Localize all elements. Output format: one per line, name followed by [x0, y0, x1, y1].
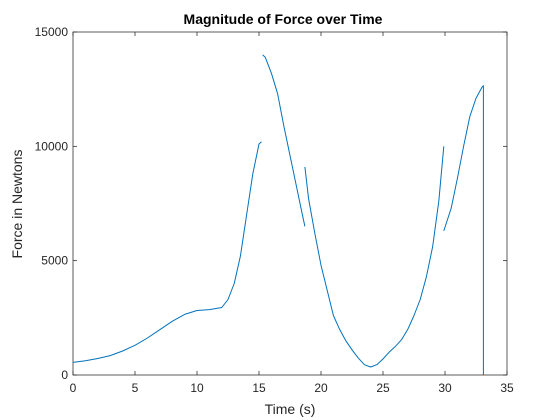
x-tick-label: 20	[314, 381, 328, 395]
x-tick-label: 15	[252, 381, 266, 395]
plot-area: 0 5 10 15 20 25 30 35 0 5000 10000 15000	[35, 25, 514, 395]
y-tick-label: 15000	[35, 25, 69, 39]
x-tick-label: 30	[438, 381, 452, 395]
force-line-segment	[262, 54, 306, 227]
chart-title: Magnitude of Force over Time	[184, 11, 383, 27]
force-line-segment	[72, 141, 262, 363]
y-axis-label: Force in Newtons	[9, 150, 25, 259]
force-line-segment	[443, 85, 484, 375]
x-tick-label: 5	[132, 381, 139, 395]
y-tick-label: 10000	[35, 139, 69, 153]
x-tick-label: 25	[376, 381, 390, 395]
x-tick-label: 10	[190, 381, 204, 395]
x-tick-label: 0	[70, 381, 77, 395]
y-tick-label: 5000	[41, 254, 68, 268]
x-tick-label: 35	[500, 381, 514, 395]
y-tick-label: 0	[61, 368, 68, 382]
x-axis-label: Time (s)	[265, 401, 316, 417]
axes-box	[72, 31, 508, 376]
force-line-segment	[304, 146, 445, 368]
